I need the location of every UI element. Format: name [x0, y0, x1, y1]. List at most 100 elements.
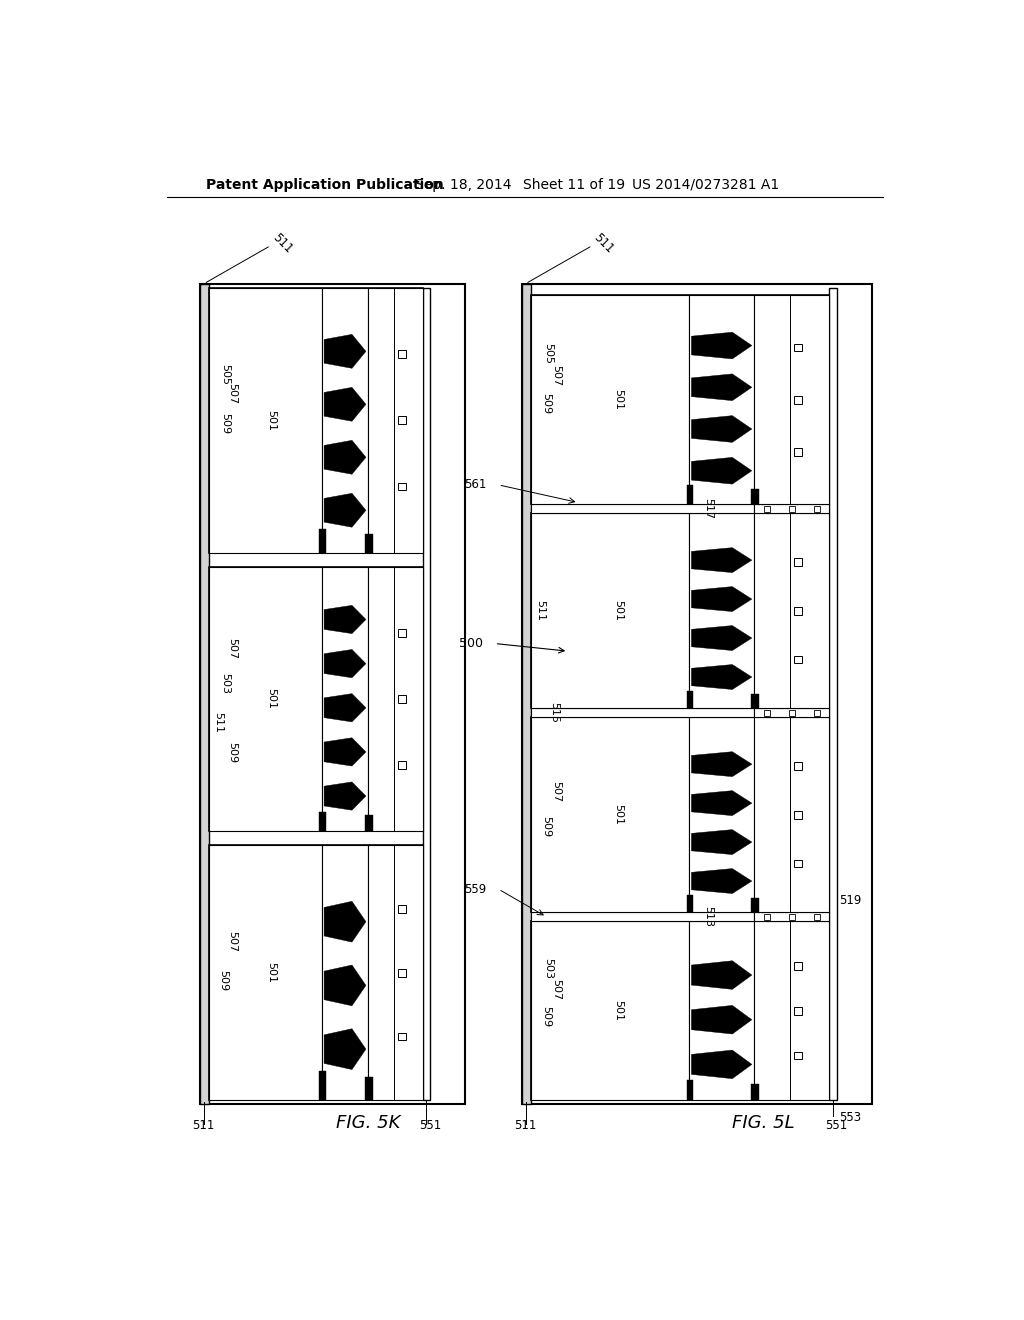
Bar — [689, 718, 755, 912]
Polygon shape — [324, 738, 366, 766]
Bar — [366, 816, 373, 832]
Text: 561: 561 — [465, 478, 486, 491]
Text: 501: 501 — [613, 389, 623, 411]
Text: 511: 511 — [193, 1119, 215, 1133]
Polygon shape — [691, 548, 752, 573]
Bar — [687, 895, 693, 912]
Bar — [319, 529, 326, 553]
Bar — [755, 708, 829, 718]
Bar — [531, 718, 829, 912]
Bar — [795, 396, 802, 404]
Text: 509: 509 — [218, 970, 228, 991]
Bar — [322, 566, 369, 832]
Bar — [788, 913, 795, 920]
Text: 509: 509 — [542, 393, 552, 414]
Bar — [531, 912, 755, 921]
Bar — [200, 284, 209, 1104]
Text: 509: 509 — [542, 1006, 552, 1027]
Text: Sheet 11 of 19: Sheet 11 of 19 — [523, 178, 626, 191]
Bar — [423, 288, 430, 1100]
Bar — [531, 718, 689, 912]
Text: 507: 507 — [227, 639, 238, 660]
Bar — [531, 708, 755, 718]
Bar — [687, 486, 693, 504]
Polygon shape — [324, 334, 366, 368]
Polygon shape — [324, 387, 366, 421]
Bar — [319, 1072, 326, 1100]
Polygon shape — [691, 664, 752, 689]
Text: 501: 501 — [613, 804, 623, 825]
Bar — [755, 513, 829, 708]
Bar — [366, 533, 373, 553]
Bar — [687, 1080, 693, 1100]
Bar — [366, 1077, 373, 1100]
Polygon shape — [324, 494, 366, 527]
Bar — [814, 913, 820, 920]
Bar — [689, 921, 755, 1100]
Text: 503: 503 — [220, 673, 229, 694]
Bar — [531, 513, 829, 708]
Bar — [398, 628, 406, 636]
Bar — [689, 296, 755, 504]
Text: 507: 507 — [227, 932, 238, 953]
Bar — [531, 921, 689, 1100]
Bar — [795, 1052, 802, 1059]
Bar — [398, 350, 406, 358]
Text: 507: 507 — [551, 781, 561, 803]
Text: Sep. 18, 2014: Sep. 18, 2014 — [415, 178, 511, 191]
Bar — [788, 710, 795, 715]
Bar — [209, 288, 423, 553]
Polygon shape — [691, 961, 752, 990]
Polygon shape — [324, 781, 366, 810]
Bar — [755, 504, 829, 513]
Text: 500: 500 — [459, 638, 483, 649]
Bar — [788, 506, 795, 512]
Polygon shape — [691, 830, 752, 854]
Bar — [521, 284, 872, 1104]
Text: 503: 503 — [543, 958, 553, 979]
Polygon shape — [324, 1028, 366, 1069]
Polygon shape — [691, 416, 752, 442]
Polygon shape — [324, 649, 366, 677]
Text: 551: 551 — [825, 1119, 848, 1133]
Text: 507: 507 — [551, 364, 561, 385]
Bar — [398, 762, 406, 770]
Bar — [531, 504, 755, 513]
Bar — [795, 447, 802, 455]
Text: 501: 501 — [613, 1001, 623, 1022]
Bar — [398, 969, 406, 977]
Polygon shape — [691, 626, 752, 651]
Bar — [755, 912, 829, 921]
Text: 551: 551 — [419, 1119, 441, 1133]
Polygon shape — [324, 606, 366, 634]
Text: 507: 507 — [227, 383, 238, 404]
Bar — [764, 506, 770, 512]
Text: 501: 501 — [266, 689, 276, 709]
Bar — [814, 506, 820, 512]
Text: 513: 513 — [703, 907, 714, 928]
Bar — [398, 696, 406, 702]
Bar — [795, 558, 802, 566]
Bar — [814, 710, 820, 715]
Bar — [829, 288, 838, 1100]
Bar — [795, 656, 802, 664]
Text: 501: 501 — [613, 601, 623, 622]
Bar — [398, 1032, 406, 1040]
Bar — [764, 710, 770, 715]
Bar — [521, 284, 531, 1104]
Bar — [531, 513, 689, 708]
Bar — [751, 1084, 759, 1100]
Bar — [398, 906, 406, 913]
Bar — [531, 921, 829, 1100]
Text: 511: 511 — [592, 231, 616, 256]
Polygon shape — [691, 791, 752, 816]
Polygon shape — [324, 965, 366, 1006]
Text: Patent Application Publication: Patent Application Publication — [206, 178, 443, 191]
Text: 553: 553 — [839, 1111, 861, 1125]
Bar — [398, 416, 406, 424]
Polygon shape — [691, 586, 752, 611]
Bar — [795, 1007, 802, 1015]
Polygon shape — [691, 751, 752, 776]
Bar — [322, 288, 369, 553]
Bar — [764, 913, 770, 920]
